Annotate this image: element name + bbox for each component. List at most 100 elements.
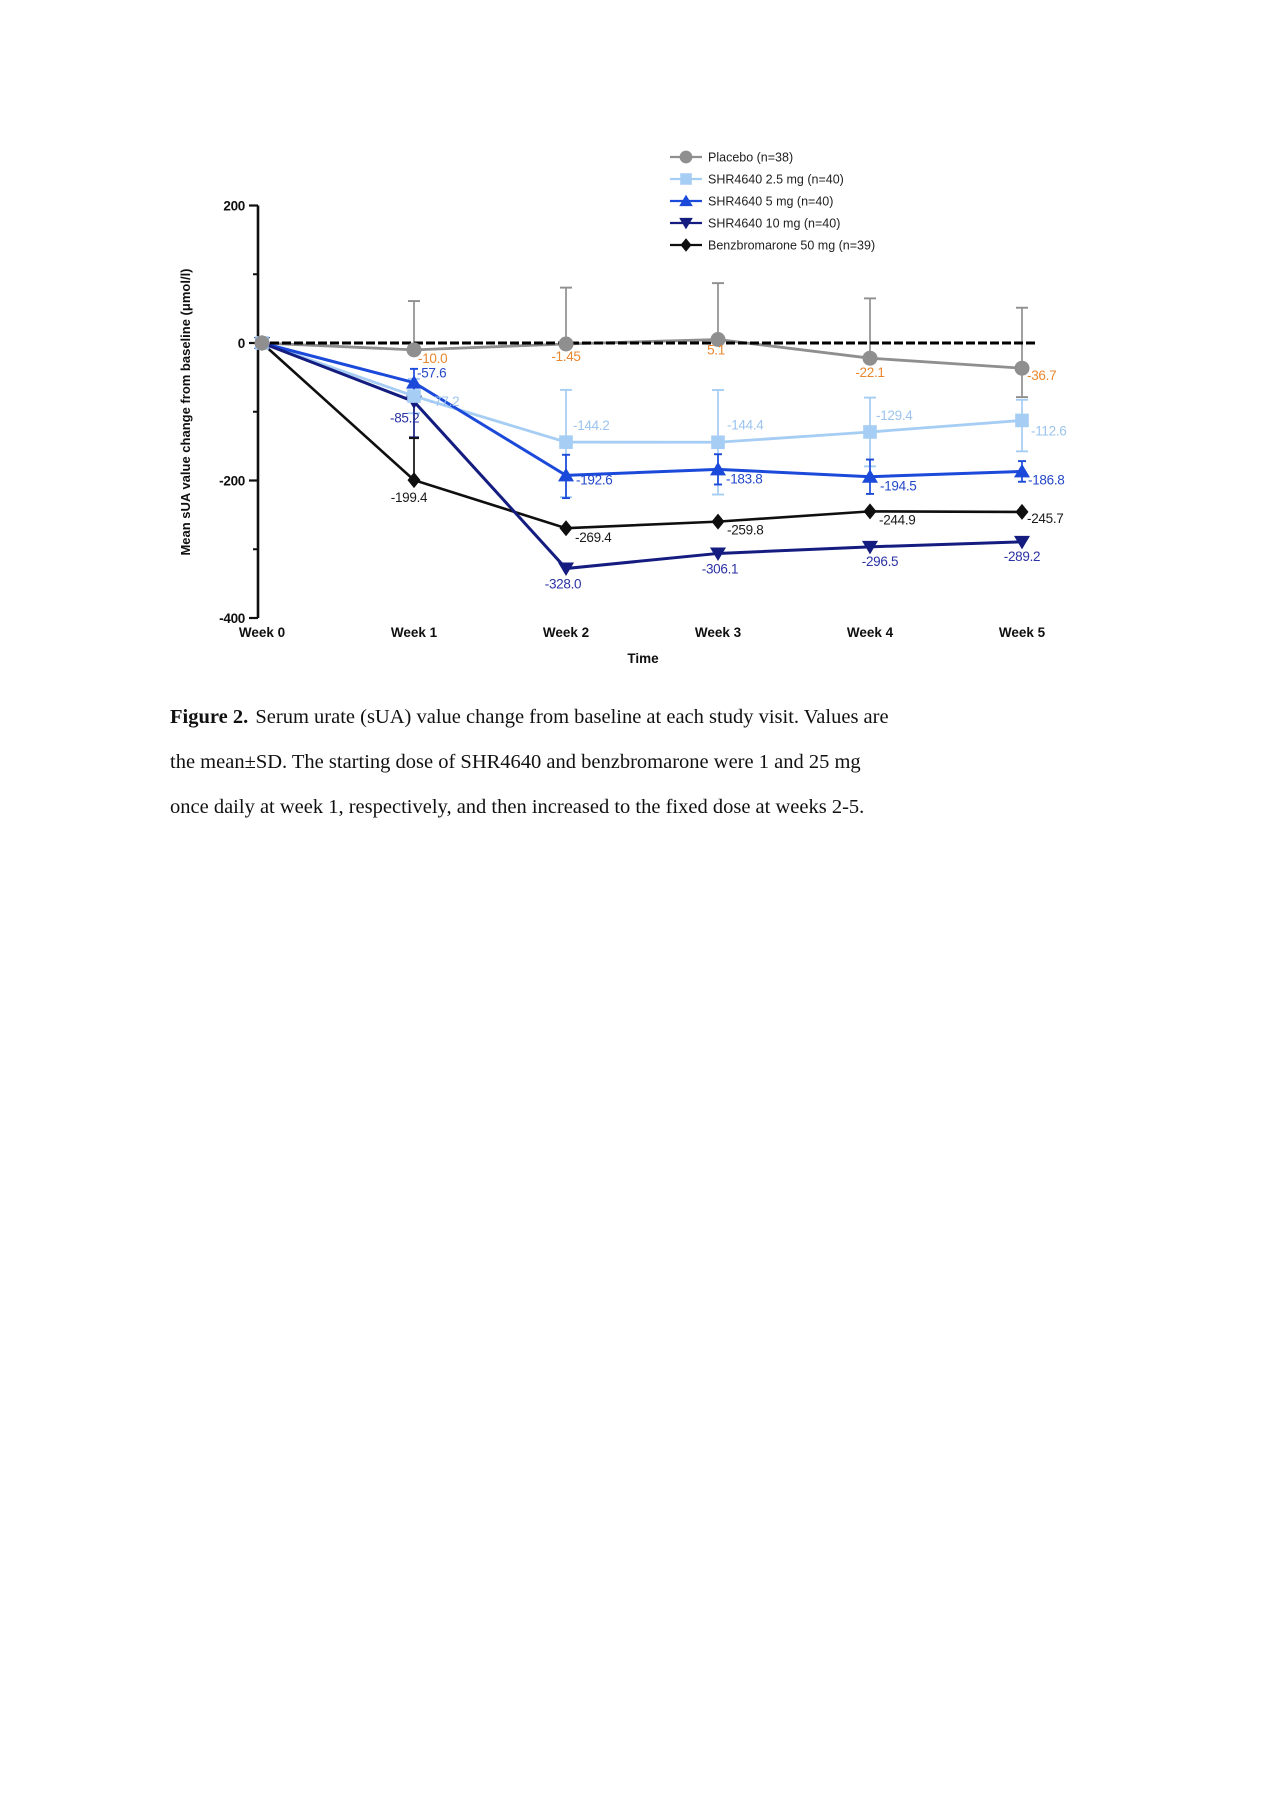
figure-caption: Figure 2. Serum urate (sUA) value change … [170,695,990,830]
y-tick-label: 0 [238,336,245,351]
legend-item-benzbromarone-50-mg-n-39: Benzbromarone 50 mg (n=39) [670,238,875,253]
data-point-label: -328.0 [545,577,581,592]
y-tick-label: 200 [223,199,245,214]
x-tick-label: Week 0 [239,625,285,640]
point-labels-shr4640-5-mg-n-40: -57.6 -192.6 -183.8 -194.5 -186.8 [417,366,1065,494]
caption-line-1-text: Serum urate (sUA) value change from base… [255,706,889,728]
x-tick-label: Week 5 [999,625,1046,640]
data-point-marker [558,336,574,352]
legend-label: Benzbromarone 50 mg (n=39) [708,239,875,253]
data-point-label: -194.5 [880,479,916,494]
sua-change-line-chart: 200 0 -200 -400 Mean sUA value change from b… [178,151,1067,667]
data-point-label: -192.6 [576,472,612,487]
data-point-marker [1014,463,1030,478]
data-point-label: -289.2 [1004,549,1040,564]
data-point-label: -77.2 [430,394,459,409]
data-point-marker [1015,503,1029,520]
data-point-label: -112.6 [1031,423,1066,438]
x-tick-label: Week 4 [847,625,894,640]
series-markers-shr4640-2-5-mg-n-40 [255,336,1029,450]
data-point-marker [1014,535,1030,550]
data-point-marker [559,520,573,537]
data-point-marker [710,461,726,476]
series-markers-benzbromarone-50-mg-n-39 [255,335,1029,537]
series-line-shr4640-2-5-mg-n-40 [261,341,1023,444]
data-point-label: -244.9 [879,512,915,527]
legend-marker-circle [679,150,693,164]
series-line-shr4640-5-mg-n-40 [261,341,1023,479]
data-point-marker [558,562,574,576]
y-axis-title: Mean sUA value change from baseline (μmo… [178,268,193,555]
data-point-marker [407,389,421,403]
data-point-marker [406,375,422,389]
point-labels-placebo-n-38: -10.0 -1.45 5.1 -22.1 -36.7 [418,342,1057,383]
data-point-label: -36.7 [1027,368,1056,383]
legend-marker-triangle-down [679,217,693,230]
data-point-marker [1014,360,1030,376]
x-axis-title: Time [627,651,659,666]
caption-line-3: once daily at week 1, respectively, and … [170,796,865,818]
caption-line-1: Figure 2. Serum urate (sUA) value change … [170,695,990,740]
legend-item-shr4640-5-mg-n-40: SHR4640 5 mg (n=40) [670,195,833,209]
legend-label: Placebo (n=38) [708,151,793,165]
data-point-label: -144.2 [573,418,609,433]
data-point-label: 5.1 [707,342,725,357]
caption-figure-label: Figure 2. [170,706,249,728]
series-markers-shr4640-5-mg-n-40 [254,335,1030,483]
y-tick-label: -200 [219,474,245,489]
data-point-label: -85.2 [390,411,419,426]
caption-line-2: the mean±SD. The starting dose of SHR464… [170,751,861,773]
data-point-marker [558,467,574,482]
y-tick-label: -400 [219,611,245,626]
data-point-label: -10.0 [418,351,447,366]
x-tick-label: Week 2 [543,625,589,640]
series-markers-placebo-n-38 [254,331,1030,376]
series-line-benzbromarone-50-mg-n-39 [261,342,1023,530]
data-point-label: -144.4 [727,417,764,432]
data-point-marker [254,335,270,351]
legend-marker-diamond [680,238,692,252]
x-tick-label: Week 1 [391,625,438,640]
point-labels-benzbromarone-50-mg-n-39: -199.4 -269.4 -259.8 -244.9 -245.7 [391,490,1064,545]
series-markers-shr4640-10-mg-n-40 [254,337,1030,576]
data-point-label: -245.7 [1027,511,1063,526]
data-point-marker [407,472,421,489]
x-tick-label: Week 3 [695,625,742,640]
data-point-marker [863,425,877,439]
legend-item-placebo-n-38: Placebo (n=38) [670,151,793,165]
data-point-label: -306.1 [702,561,738,576]
legend-marker-triangle-up [679,194,693,207]
legend-label: SHR4640 10 mg (n=40) [708,217,840,231]
series-line-shr4640-10-mg-n-40 [261,341,1023,571]
point-labels-shr4640-10-mg-n-40: -85.2 -328.0 -306.1 -296.5 -289.2 [390,411,1041,592]
x-axis-labels: Week 0 Week 1 Week 2 Week 3 Week 4 Week 5 Time [239,625,1046,666]
data-point-label: -259.8 [727,523,763,538]
legend: Placebo (n=38) SHR4640 2.5 mg (n=40) SHR46… [670,151,875,253]
data-point-label: -129.4 [876,408,913,423]
data-point-label: -1.45 [551,349,580,364]
legend-label: SHR4640 5 mg (n=40) [708,195,833,209]
data-point-label: -199.4 [391,490,428,505]
figure-2-chart-area: 200 0 -200 -400 Mean sUA value change from b… [0,0,1280,690]
data-point-label: -296.5 [862,554,898,569]
data-point-marker [863,503,877,520]
data-point-label: -269.4 [575,530,612,545]
legend-item-shr4640-2-5-mg-n-40: SHR4640 2.5 mg (n=40) [670,173,844,187]
legend-item-shr4640-10-mg-n-40: SHR4640 10 mg (n=40) [670,217,840,231]
data-point-marker [710,547,726,561]
data-point-label: -183.8 [726,471,762,486]
data-point-marker [862,350,878,366]
data-point-label: -57.6 [417,366,446,381]
data-point-marker [559,435,573,449]
data-point-marker [710,331,726,347]
point-labels-shr4640-2-5-mg-n-40: -77.2 -144.2 -144.4 -129.4 -112.6 [430,394,1067,438]
data-point-marker [711,435,725,450]
y-axis: 200 0 -200 -400 Mean sUA value change from b… [178,199,260,626]
data-point-label: -186.8 [1028,472,1064,487]
data-point-marker [862,540,878,555]
data-point-marker [862,469,878,483]
legend-marker-square [680,173,692,185]
data-point-marker [1015,413,1029,428]
data-point-marker [406,342,422,358]
